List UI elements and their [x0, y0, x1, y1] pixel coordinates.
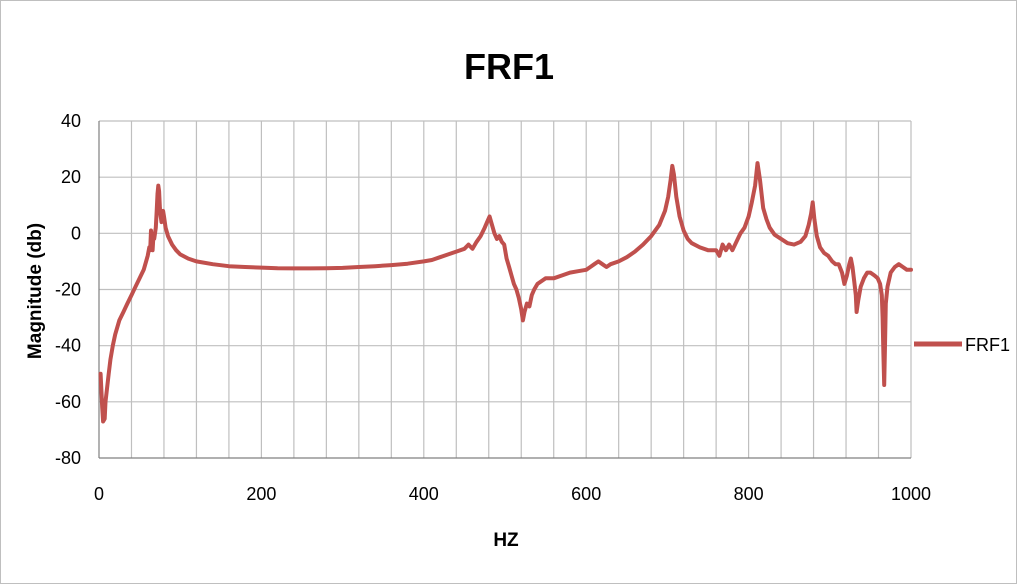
legend: FRF1 [914, 335, 1010, 355]
y-tick-label: 40 [61, 111, 81, 131]
chart-title: FRF1 [464, 46, 554, 87]
legend-label-frf1: FRF1 [965, 335, 1010, 355]
x-tick-label: 200 [246, 484, 276, 504]
y-tick-label: -20 [55, 280, 81, 300]
y-axis-title: Magnitude (db) [25, 223, 46, 359]
x-tick-label: 600 [571, 484, 601, 504]
axes [98, 121, 911, 459]
series-line-frf1 [98, 161, 913, 424]
x-tick-label: 1000 [891, 484, 931, 504]
series-layer [98, 161, 913, 424]
x-tick-label: 800 [734, 484, 764, 504]
x-tick-label: 0 [94, 484, 104, 504]
y-tick-label: 20 [61, 167, 81, 187]
x-tick-label: 400 [409, 484, 439, 504]
gridlines [99, 120, 912, 458]
y-tick-label: 0 [71, 223, 81, 243]
y-tick-label: -60 [55, 392, 81, 412]
y-tick-label: -80 [55, 448, 81, 468]
y-tick-label: -40 [55, 336, 81, 356]
x-axis-title: HZ [493, 530, 519, 551]
